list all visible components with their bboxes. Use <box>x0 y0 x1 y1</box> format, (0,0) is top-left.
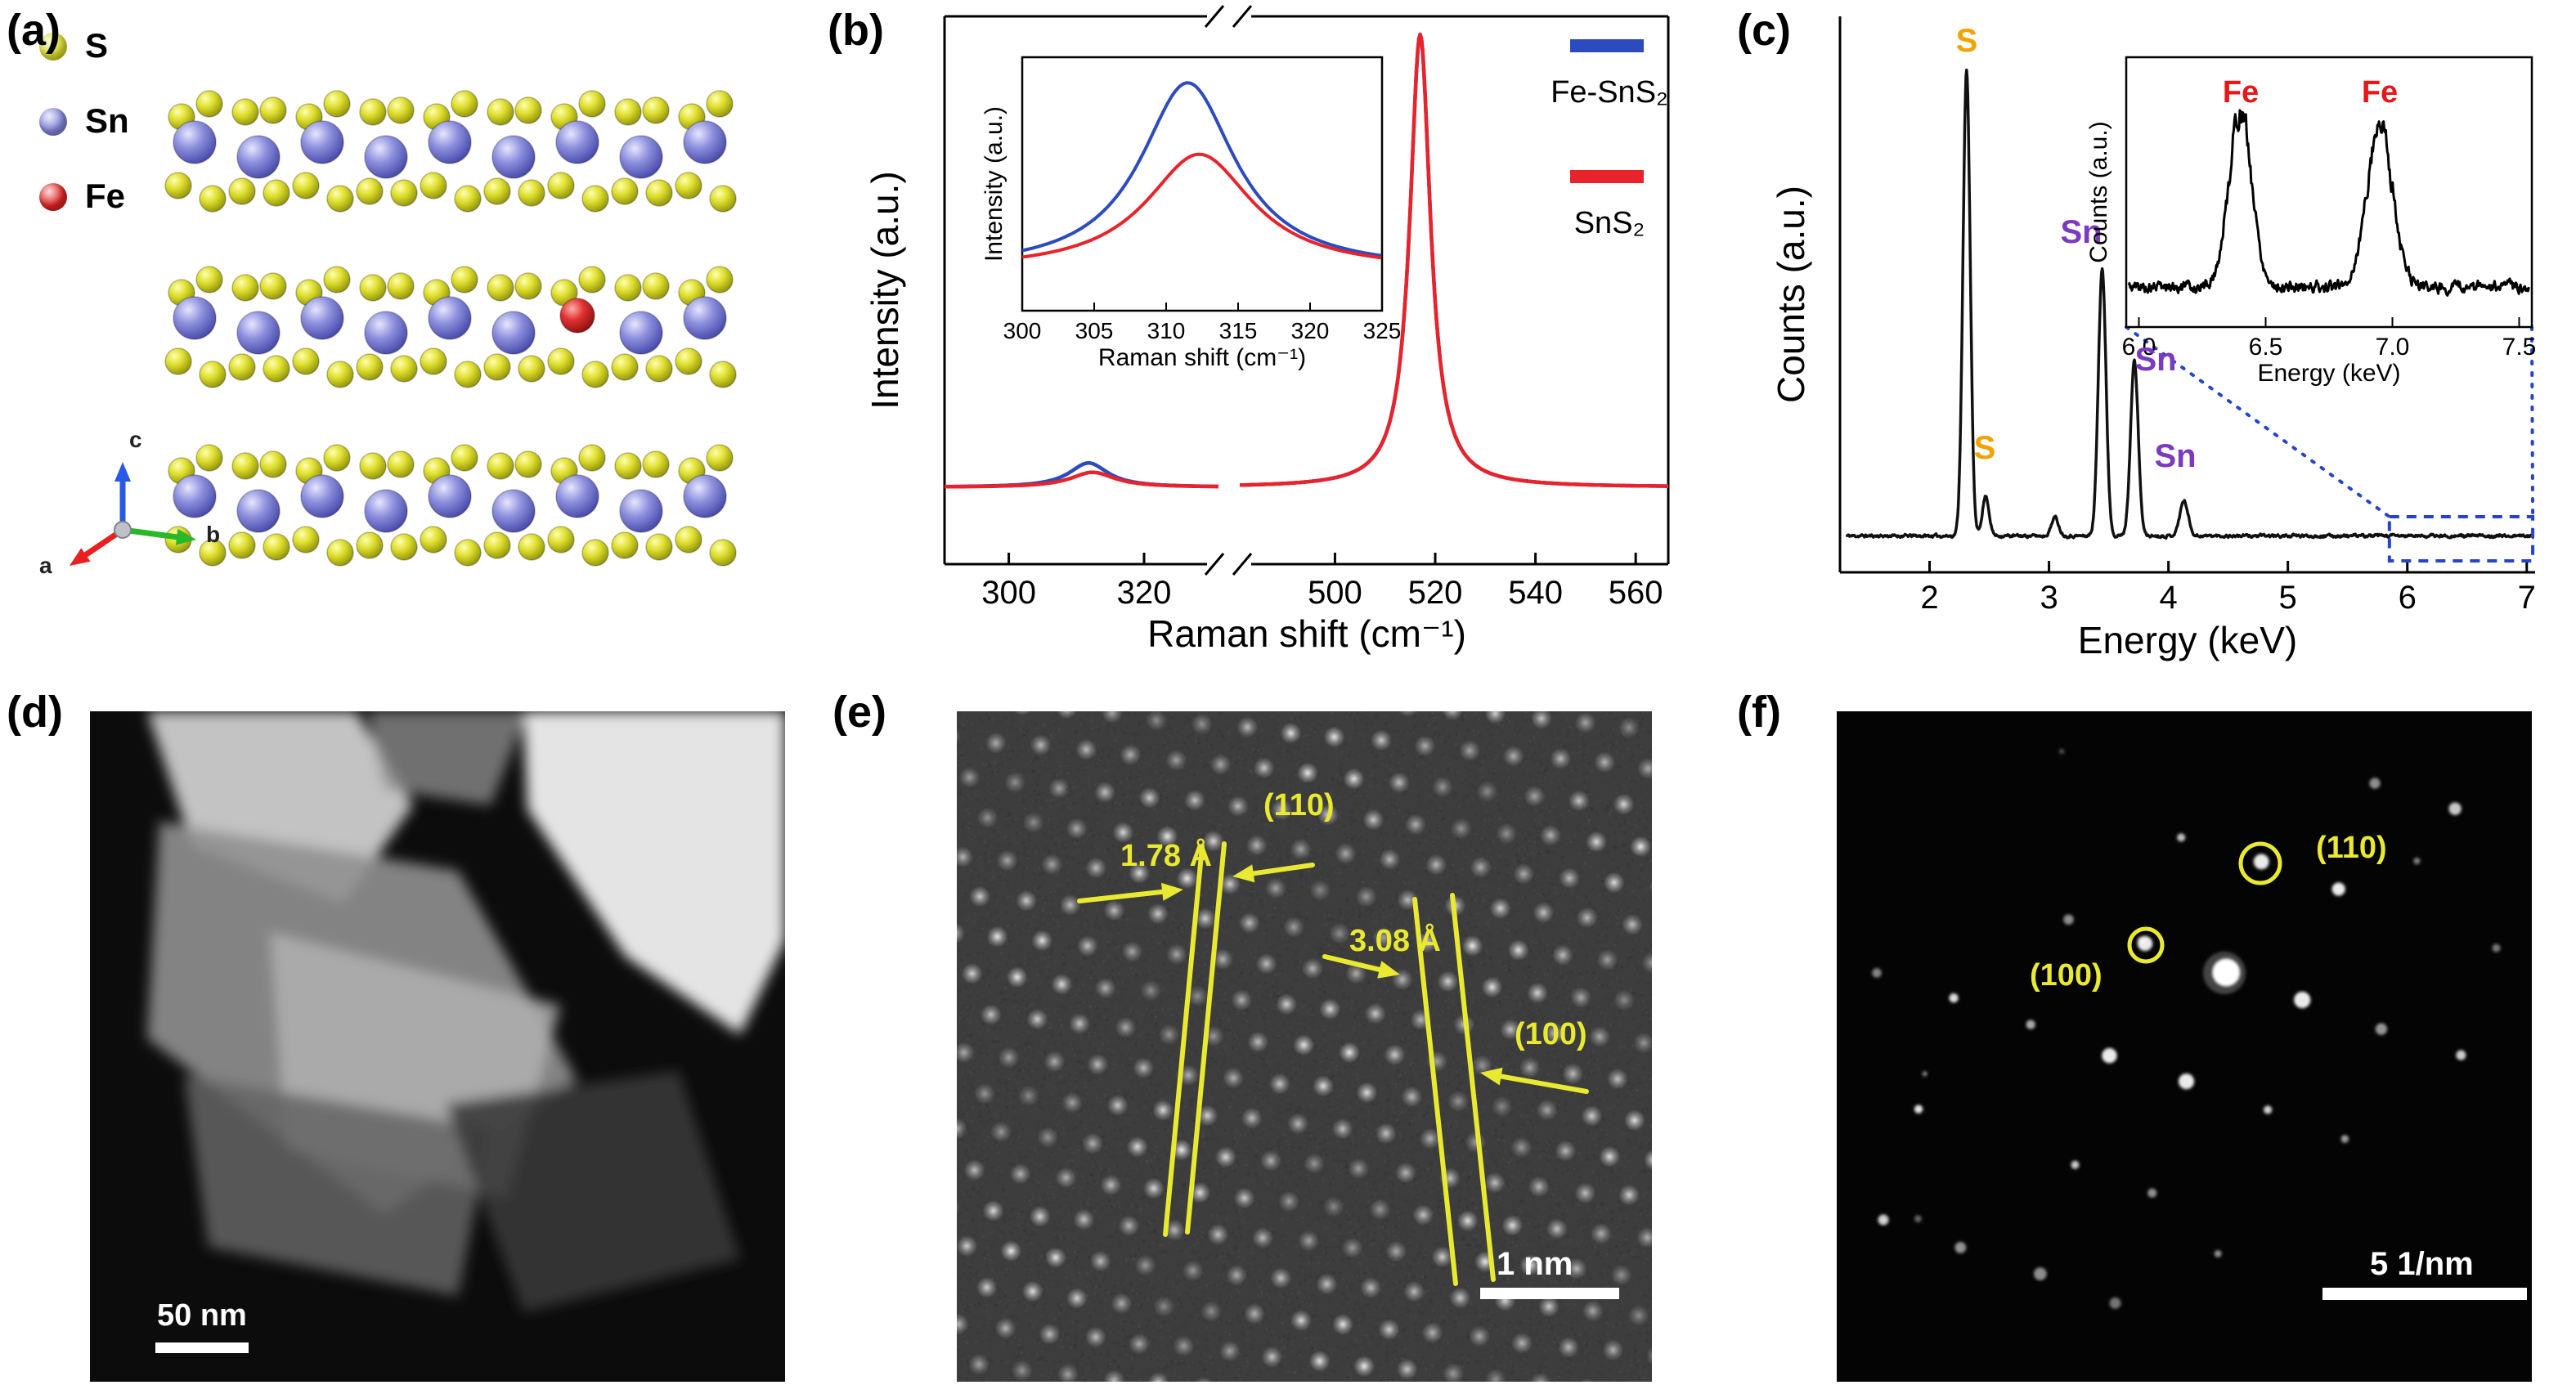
eds-peak-label-s-minor: S <box>1973 430 1996 466</box>
panel-d-stem-image: (d) 50 nm <box>0 687 826 1385</box>
panel-e-label: (e) <box>832 688 886 737</box>
eds-chart: 2 3 4 5 6 7 6.0 6.5 7.0 7.5 <box>1838 16 2537 616</box>
panel-b-label: (b) <box>828 6 884 55</box>
eds-peak-label-sn-3: Sn <box>2154 438 2197 474</box>
svg-text:5: 5 <box>2279 580 2297 616</box>
eds-peak-label-sn-2: Sn <box>2134 342 2177 378</box>
svg-text:560: 560 <box>1609 575 1663 611</box>
stem-image <box>90 711 785 1382</box>
raman-inset-y-title: Intensity (a.u.) <box>981 105 1008 262</box>
svg-text:300: 300 <box>981 575 1036 611</box>
eds-peak-label-sn-1: Sn <box>2060 214 2103 250</box>
svg-text:320: 320 <box>1291 318 1330 343</box>
axis-c-label: c <box>129 427 142 452</box>
legend-label-sns2: SnS₂ <box>1573 206 1645 240</box>
eds-inset-fe-label-1: Fe <box>2222 75 2260 110</box>
panel-c-label: (c) <box>1737 6 1791 55</box>
eds-peak-label-s-main: S <box>1955 23 1978 59</box>
svg-text:3: 3 <box>2040 580 2058 616</box>
svg-text:7.5: 7.5 <box>2502 334 2537 361</box>
annotation-spot-100: (100) <box>2030 958 2103 993</box>
legend-sn-label: Sn <box>85 101 129 140</box>
legend-sn-atom-icon <box>39 108 67 136</box>
svg-text:325: 325 <box>1363 318 1402 343</box>
saed-pattern <box>1837 711 2532 1382</box>
axis-b-label: b <box>206 522 221 547</box>
scale-bar-d <box>155 1342 249 1353</box>
annotation-110-spacing: 1.78 Å <box>1120 839 1212 873</box>
panel-a-label: (a) <box>7 6 61 55</box>
svg-text:540: 540 <box>1508 575 1563 611</box>
annotation-spot-110: (110) <box>2316 831 2387 865</box>
svg-text:2: 2 <box>1920 580 1938 616</box>
eds-inset-y-title: Counts (a.u.) <box>2085 121 2112 263</box>
legend-fe-label: Fe <box>85 177 126 215</box>
svg-text:500: 500 <box>1308 575 1362 611</box>
svg-text:300: 300 <box>1003 318 1042 343</box>
axis-a-label: a <box>39 553 52 578</box>
svg-text:6.5: 6.5 <box>2249 334 2283 361</box>
legend-label-fe-sns2: Fe-SnS₂ <box>1551 75 1668 110</box>
raman-x-axis-title: Raman shift (cm⁻¹) <box>1147 612 1466 655</box>
panel-f-saed-pattern: (f) (110) (100) 5 1/nm <box>1734 687 2576 1385</box>
svg-text:7.0: 7.0 <box>2376 334 2410 361</box>
panel-c-eds-spectrum: 2 3 4 5 6 7 6.0 6.5 7.0 7.5 (c) Counts (a.u.) Ene… <box>1734 0 2576 687</box>
svg-text:315: 315 <box>1219 318 1258 343</box>
lattice-annotations <box>1077 841 1589 1286</box>
raman-y-axis-title: Intensity (a.u.) <box>864 171 906 410</box>
svg-text:4: 4 <box>2160 580 2178 616</box>
annotation-100-plane: (100) <box>1515 1017 1587 1051</box>
crystal-structure-graphic <box>70 90 737 567</box>
scale-bar-label-d: 50 nm <box>157 1298 247 1333</box>
annotation-110-plane: (110) <box>1263 788 1335 822</box>
eds-inset-fe-label-2: Fe <box>2361 75 2399 110</box>
panel-a-crystal-structure: (a) S Sn Fe c b a <box>0 0 826 687</box>
svg-text:6: 6 <box>2399 580 2417 616</box>
panel-b-raman-spectra: 300 320 500 520 540 560 300 305 310 315 320 325 (b)… <box>826 0 1734 687</box>
svg-text:310: 310 <box>1147 318 1186 343</box>
legend-swatch-sns2 <box>1570 170 1644 183</box>
scale-bar-label-e: 1 nm <box>1497 1246 1573 1282</box>
panel-e-hrtem-image: (e) (110) 1.78 Å 3.08 Å (100) 1 nm <box>826 687 1734 1385</box>
raman-chart: 300 320 500 520 540 560 300 305 310 315 320 325 <box>943 5 1670 611</box>
panel-d-label: (d) <box>7 688 63 737</box>
svg-text:520: 520 <box>1408 575 1463 611</box>
svg-text:7: 7 <box>2518 580 2536 616</box>
hrtem-image <box>957 711 1652 1382</box>
panel-f-label: (f) <box>1737 688 1781 737</box>
legend-fe-atom-icon <box>39 183 67 211</box>
raman-inset-x-title: Raman shift (cm⁻¹) <box>1097 344 1307 371</box>
eds-y-axis-title: Counts (a.u.) <box>1770 186 1812 403</box>
legend-s-atom-icon <box>39 33 67 61</box>
eds-inset-x-title: Energy (keV) <box>2257 360 2401 387</box>
eds-x-axis-title: Energy (keV) <box>2077 619 2298 661</box>
svg-text:305: 305 <box>1075 318 1114 343</box>
svg-text:6.0: 6.0 <box>2122 334 2156 361</box>
legend-swatch-fe-sns2 <box>1570 39 1644 52</box>
annotation-100-spacing: 3.08 Å <box>1349 924 1441 958</box>
svg-text:320: 320 <box>1117 575 1172 611</box>
scale-bar-f <box>2322 1288 2527 1300</box>
scale-bar-e <box>1480 1288 1619 1299</box>
scale-bar-label-f: 5 1/nm <box>2370 1246 2474 1282</box>
legend-s-label: S <box>85 26 109 65</box>
